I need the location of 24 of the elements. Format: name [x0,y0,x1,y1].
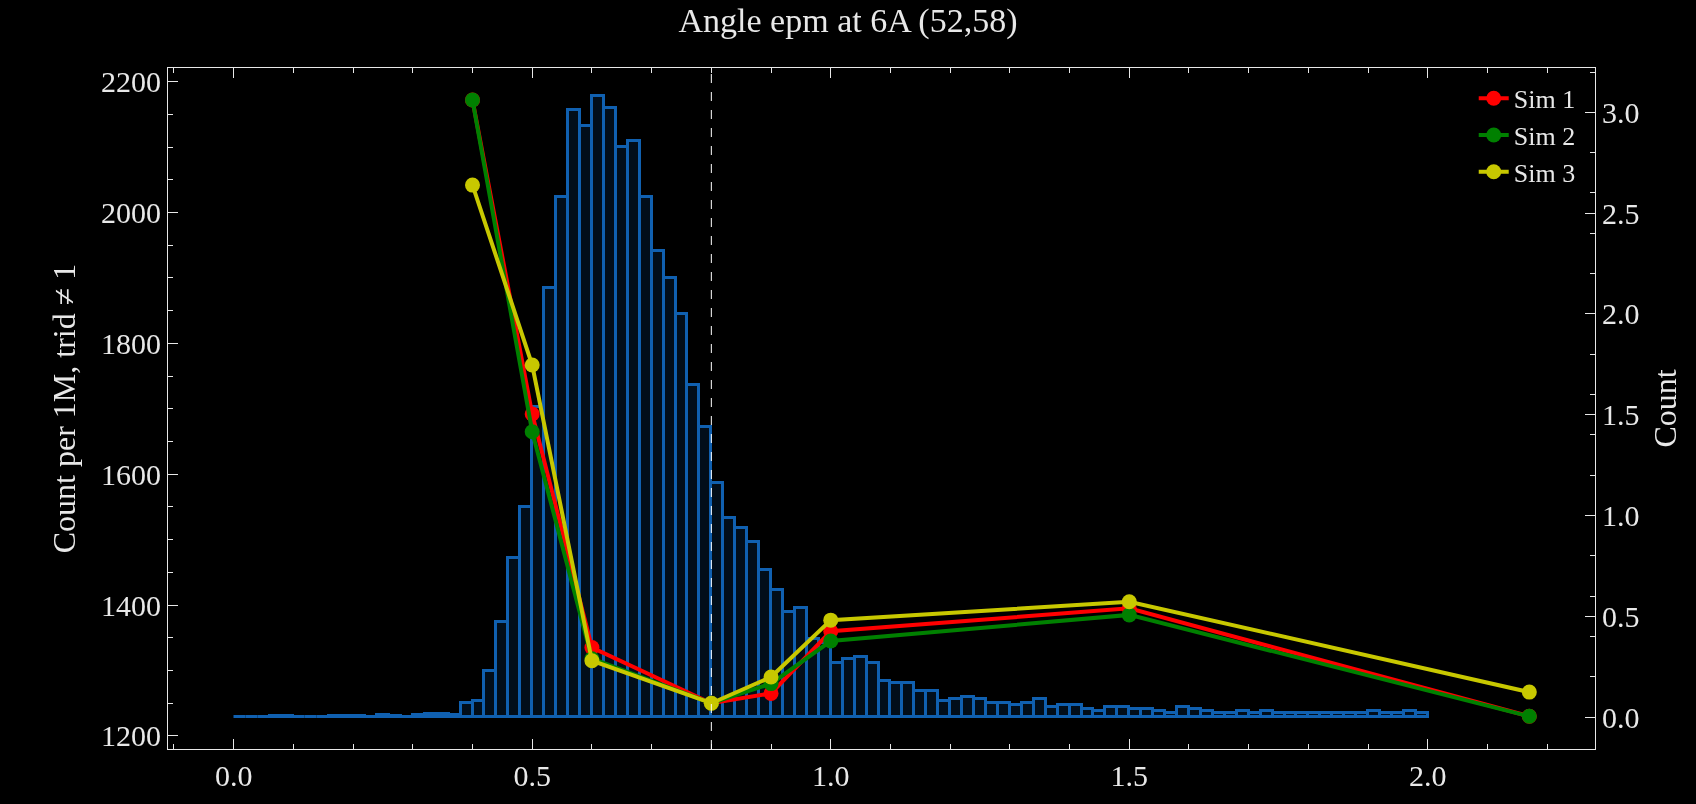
chart-title: Angle epm at 6A (52,58) [678,1,1018,40]
y2-tick-label: 1.0 [1602,499,1640,533]
x-tick-label: 0.5 [513,759,551,792]
legend-label: Sim 3 [1513,158,1576,188]
y-tick-label: 2200 [101,65,161,99]
legend-label: Sim 1 [1513,85,1576,115]
y-tick-label: 1800 [101,326,161,360]
y2-tick-label: 2.0 [1602,297,1640,331]
y-tick-label: 1200 [101,719,161,753]
x-tick-label: 2.0 [1409,759,1447,792]
y2-tick-label: 1.5 [1602,398,1640,432]
x-tick-label: 1.0 [812,759,850,792]
y-axis-title: Count per 1M, trid ≠ 1 [46,263,83,554]
x-tick-label: 1.5 [1110,759,1149,792]
y2-tick-label: 2.5 [1602,196,1640,230]
y2-tick-label: 0.5 [1602,599,1640,633]
y2-tick-label: 0.0 [1602,700,1640,734]
x-tick-label: 0.0 [214,759,253,792]
y-tick-label: 1400 [101,588,161,622]
y-tick-label: 1600 [101,457,161,491]
legend-label: Sim 2 [1513,122,1576,152]
y-tick-label: 2000 [101,196,161,230]
y2-tick-label: 3.0 [1602,95,1640,129]
y2-axis-title: Count [1647,369,1684,448]
